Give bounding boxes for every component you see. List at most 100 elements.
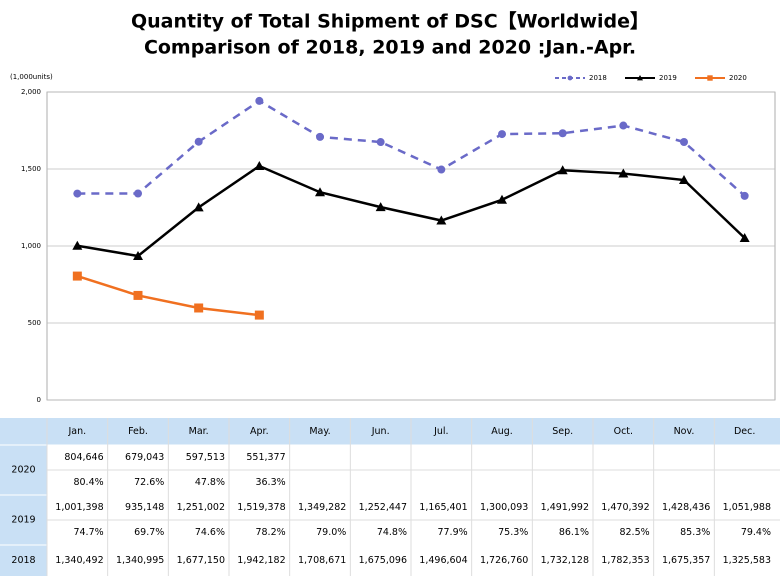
column-header: Jul. xyxy=(433,426,448,437)
table-value: 804,646 xyxy=(64,452,103,463)
y-tick-label: 2,000 xyxy=(21,88,41,96)
row-header-bg xyxy=(0,495,47,545)
table-ratio: 74.8% xyxy=(377,527,407,538)
table-ratio: 79.0% xyxy=(316,527,346,538)
table-value: 1,470,392 xyxy=(601,502,649,513)
table-value: 1,708,671 xyxy=(298,555,346,566)
row-header: 2019 xyxy=(11,515,35,526)
data-point xyxy=(254,161,265,171)
data-point xyxy=(497,194,507,204)
table-value: 1,165,401 xyxy=(419,502,467,513)
y-tick-label: 1,500 xyxy=(21,165,41,173)
table-ratio: 47.8% xyxy=(195,477,225,488)
data-point xyxy=(557,165,568,175)
row-header-bg xyxy=(0,445,47,495)
table-value: 1,300,093 xyxy=(480,502,528,513)
legend-label: 2018 xyxy=(589,74,607,82)
table-ratio: 74.6% xyxy=(195,527,225,538)
legend-marker xyxy=(707,75,713,81)
y-axis-label: (1,000units) xyxy=(10,73,53,81)
legend-marker xyxy=(567,75,573,81)
data-point xyxy=(680,137,688,146)
table-ratio: 36.3% xyxy=(255,477,285,488)
data-point xyxy=(72,271,82,281)
legend-label: 2020 xyxy=(729,74,747,82)
table-value: 1,675,096 xyxy=(359,555,407,566)
chart-title: Quantity of Total Shipment of DSC【Worldw… xyxy=(131,10,649,33)
table-ratio: 69.7% xyxy=(134,527,164,538)
table-ratio: 86.1% xyxy=(559,527,589,538)
table-ratio: 77.9% xyxy=(437,527,467,538)
data-point xyxy=(255,96,264,105)
legend-marker xyxy=(637,75,643,81)
column-header: Oct. xyxy=(614,426,633,437)
table-value: 1,491,992 xyxy=(541,502,589,513)
table-ratio: 75.3% xyxy=(498,527,528,538)
table-value: 1,942,182 xyxy=(237,555,285,566)
data-point xyxy=(134,189,142,198)
data-point xyxy=(376,138,385,147)
table-value: 1,349,282 xyxy=(298,502,346,513)
table-value: 1,782,353 xyxy=(601,555,649,566)
data-point xyxy=(133,250,143,260)
table-ratio: 72.6% xyxy=(134,477,164,488)
table-ratio: 80.4% xyxy=(73,477,103,488)
column-header: Nov. xyxy=(674,426,695,437)
data-point xyxy=(133,290,143,300)
data-point xyxy=(316,132,324,141)
column-header: Feb. xyxy=(128,426,148,437)
table-value: 551,377 xyxy=(246,452,285,463)
series-line xyxy=(76,274,260,317)
data-point xyxy=(315,187,325,197)
column-header: Apr. xyxy=(250,426,269,437)
data-point xyxy=(254,310,264,320)
y-tick-label: 1,000 xyxy=(21,242,41,250)
table-value: 1,325,583 xyxy=(723,555,771,566)
table-value: 1,251,002 xyxy=(177,502,225,513)
data-point xyxy=(618,168,629,178)
data-point xyxy=(739,232,750,242)
table-header-bg xyxy=(0,418,780,445)
table-value: 1,340,492 xyxy=(55,555,103,566)
data-point xyxy=(73,189,82,198)
table-value: 935,148 xyxy=(125,502,164,513)
table-value: 1,726,760 xyxy=(480,555,528,566)
y-tick-label: 0 xyxy=(37,396,41,404)
column-header: May. xyxy=(309,426,330,437)
chart-subtitle: Comparison of 2018, 2019 and 2020 :Jan.-… xyxy=(144,37,636,59)
table-value: 597,513 xyxy=(186,452,225,463)
table-value: 1,428,436 xyxy=(662,502,710,513)
data-point xyxy=(375,202,386,212)
table-value: 679,043 xyxy=(125,452,164,463)
table-ratio: 78.2% xyxy=(255,527,285,538)
row-header: 2020 xyxy=(11,465,35,476)
data-point xyxy=(193,202,204,212)
data-point xyxy=(619,121,628,130)
table-value: 1,675,357 xyxy=(662,555,710,566)
series-line xyxy=(77,164,746,258)
data-point xyxy=(194,303,204,313)
table-value: 1,677,150 xyxy=(177,555,225,566)
data-point xyxy=(437,165,446,174)
row-header: 2018 xyxy=(11,555,35,566)
table-ratio: 79.4% xyxy=(741,527,771,538)
data-point xyxy=(740,191,749,200)
column-header: Jan. xyxy=(67,426,86,437)
table-value: 1,340,995 xyxy=(116,555,164,566)
table-value: 1,001,398 xyxy=(55,502,103,513)
column-header: Jun. xyxy=(371,426,390,437)
table-value: 1,496,604 xyxy=(419,555,467,566)
column-header: Mar. xyxy=(189,426,209,437)
data-point xyxy=(194,137,203,146)
table-value: 1,732,128 xyxy=(541,555,589,566)
series-line xyxy=(77,99,746,197)
column-header: Sep. xyxy=(552,426,573,437)
table-ratio: 82.5% xyxy=(619,527,649,538)
table-value: 1,252,447 xyxy=(359,502,407,513)
legend-label: 2019 xyxy=(659,74,677,82)
data-point xyxy=(72,240,83,250)
table-value: 1,519,378 xyxy=(237,502,285,513)
column-header: Dec. xyxy=(734,426,755,437)
y-tick-label: 500 xyxy=(28,319,41,327)
